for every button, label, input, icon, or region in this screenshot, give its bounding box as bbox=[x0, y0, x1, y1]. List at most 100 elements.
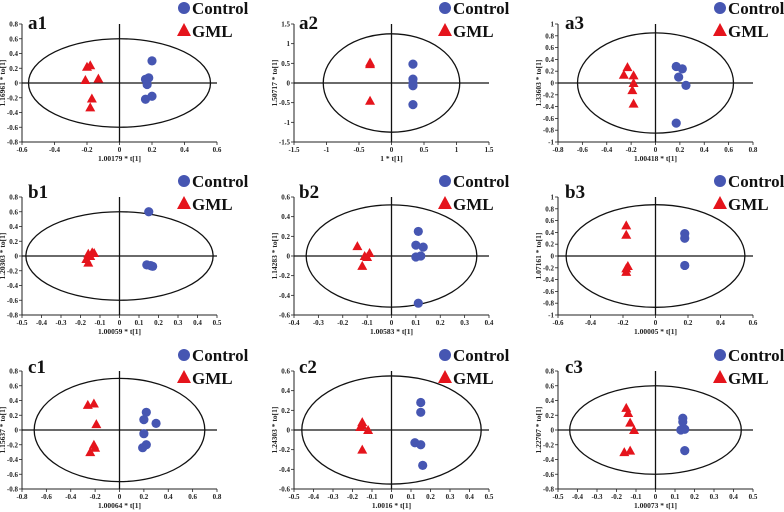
legend-control-circle-icon bbox=[439, 2, 451, 14]
y-axis-title: 1.22707 * to[1] bbox=[534, 407, 543, 454]
y-tick-label: -0.2 bbox=[279, 446, 291, 454]
y-tick-label: -0.4 bbox=[7, 282, 19, 290]
y-tick-label: 0.6 bbox=[545, 44, 554, 52]
y-axis-title: 1.33603 * to[1] bbox=[534, 60, 543, 107]
y-tick-label: -0.6 bbox=[279, 486, 291, 494]
x-axis-title: 1.00583 * t[1] bbox=[370, 327, 413, 336]
legend-gml-label: GML bbox=[192, 369, 233, 388]
x-tick-label: -0.4 bbox=[308, 493, 320, 501]
control-point bbox=[678, 417, 688, 427]
x-tick-label: 0.4 bbox=[485, 319, 494, 327]
control-point bbox=[674, 72, 684, 82]
gml-point bbox=[627, 85, 638, 95]
legend-gml-triangle-icon bbox=[713, 23, 727, 36]
y-axis-title: 1.50717 * to[1] bbox=[270, 60, 279, 107]
control-point bbox=[138, 443, 148, 453]
panel-label: c3 bbox=[565, 357, 583, 378]
y-tick-label: -0.6 bbox=[543, 471, 555, 479]
legend-gml-triangle-icon bbox=[438, 370, 452, 383]
legend-gml-label: GML bbox=[192, 195, 233, 214]
x-tick-label: 0.3 bbox=[710, 493, 719, 501]
y-tick-label: 0 bbox=[551, 253, 555, 261]
legend-control-label: Control bbox=[453, 346, 510, 365]
y-tick-label: 0.2 bbox=[545, 241, 554, 249]
y-tick-label: 1 bbox=[287, 40, 291, 48]
y-tick-label: 0.2 bbox=[9, 65, 18, 73]
y-tick-label: -0.6 bbox=[7, 124, 19, 132]
y-tick-label: 0.4 bbox=[281, 387, 290, 395]
y-tick-label: 0 bbox=[287, 80, 291, 88]
y-tick-label: -0.2 bbox=[543, 264, 555, 272]
hotelling-t2-ellipse bbox=[25, 211, 214, 301]
legend-control-circle-icon bbox=[714, 175, 726, 187]
control-point bbox=[408, 81, 418, 91]
x-tick-label: -0.1 bbox=[362, 319, 374, 327]
y-tick-label: -0.4 bbox=[543, 103, 555, 111]
x-tick-label: -0.4 bbox=[572, 493, 584, 501]
x-tick-label: -0.2 bbox=[81, 146, 93, 154]
legend-control-circle-icon bbox=[439, 175, 451, 187]
gml-point bbox=[90, 442, 101, 452]
x-tick-label: -0.3 bbox=[591, 493, 603, 501]
y-tick-label: -0.4 bbox=[543, 276, 555, 284]
legend-control-label: Control bbox=[453, 172, 510, 191]
y-tick-label: -0.4 bbox=[543, 456, 555, 464]
y-tick-label: 0.2 bbox=[281, 233, 290, 241]
y-tick-label: -0.4 bbox=[7, 109, 19, 117]
y-tick-label: -1 bbox=[548, 312, 554, 320]
y-tick-label: 0.8 bbox=[9, 21, 18, 29]
y-tick-label: -0.2 bbox=[279, 272, 291, 280]
y-tick-label: 0.2 bbox=[281, 407, 290, 415]
scatter-panel-a1: -0.6 -0.4 -0.2 0 0.2 0.4 0.6-0.8-0.6-0.4-0.200… bbox=[0, 0, 249, 163]
control-point bbox=[147, 56, 157, 66]
x-tick-label: 0.2 bbox=[140, 493, 149, 501]
x-tick-label: -0.4 bbox=[65, 493, 77, 501]
scatter-panel-c1: -0.8 -0.6 -0.4 -0.2 0 0.2 0.4 0.6 0.8 -0.8 -0.6 -0.… bbox=[0, 346, 249, 510]
gml-point bbox=[357, 260, 368, 270]
panel-label: b3 bbox=[565, 182, 585, 203]
y-tick-label: -0.8 bbox=[7, 139, 19, 147]
x-tick-label: 0.2 bbox=[426, 493, 435, 501]
x-tick-label: -1.5 bbox=[288, 146, 300, 154]
control-point bbox=[418, 460, 428, 470]
y-tick-label: 0.6 bbox=[9, 35, 18, 43]
x-tick-label: -0.3 bbox=[55, 319, 67, 327]
gml-point bbox=[629, 425, 640, 434]
y-axis-title: 1.15637 * to[1] bbox=[0, 407, 7, 454]
gml-point bbox=[623, 408, 634, 418]
gml-point bbox=[85, 102, 96, 112]
y-tick-label: -0.2 bbox=[543, 441, 555, 449]
y-tick-label: -0.6 bbox=[543, 115, 555, 123]
x-tick-label: 0.2 bbox=[690, 493, 699, 501]
y-tick-label: 0.2 bbox=[545, 412, 554, 420]
control-point bbox=[680, 233, 690, 243]
y-tick-label: -0.2 bbox=[7, 267, 19, 275]
control-point bbox=[680, 424, 690, 434]
y-tick-label: 0.4 bbox=[9, 50, 18, 58]
panel-label: a1 bbox=[28, 13, 47, 34]
gml-point bbox=[621, 266, 632, 276]
x-tick-label: 0.5 bbox=[213, 319, 222, 327]
gml-point bbox=[628, 70, 639, 80]
y-tick-label: 0.6 bbox=[9, 382, 18, 390]
legend-control-label: Control bbox=[728, 172, 784, 191]
y-tick-label: -0.2 bbox=[543, 91, 555, 99]
y-tick-label: 0 bbox=[15, 253, 19, 261]
x-tick-label: 0 bbox=[654, 146, 658, 154]
x-tick-label: 0.8 bbox=[749, 146, 758, 154]
x-tick-label: 0.4 bbox=[164, 493, 173, 501]
x-axis-title: 1.00418 * t[1] bbox=[634, 154, 677, 163]
hotelling-t2-ellipse bbox=[305, 204, 478, 308]
y-tick-label: 0 bbox=[551, 80, 555, 88]
legend-gml-triangle-icon bbox=[438, 23, 452, 36]
x-tick-label: 0 bbox=[118, 319, 122, 327]
control-point bbox=[141, 407, 151, 417]
x-tick-label: 0.4 bbox=[465, 493, 474, 501]
panel-label: a2 bbox=[299, 13, 318, 34]
x-tick-label: 0.2 bbox=[148, 146, 157, 154]
legend-gml-triangle-icon bbox=[713, 196, 727, 209]
control-point bbox=[680, 260, 690, 271]
legend-gml-triangle-icon bbox=[713, 370, 727, 383]
x-tick-label: -0.6 bbox=[16, 146, 28, 154]
gml-point bbox=[88, 398, 99, 408]
